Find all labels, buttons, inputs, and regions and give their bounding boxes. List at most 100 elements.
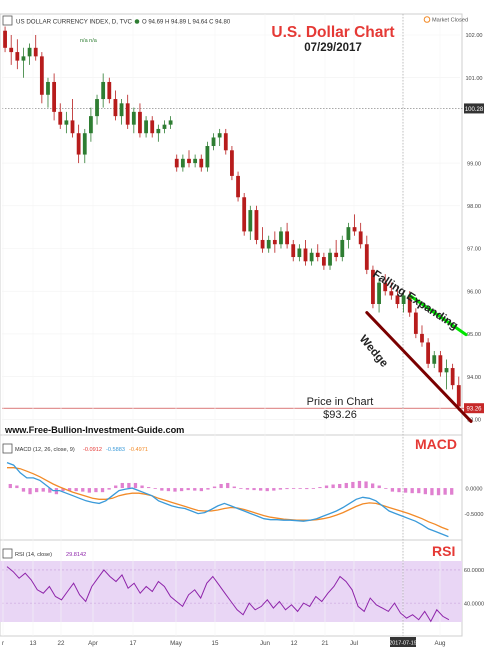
macd-histogram-bar — [212, 486, 217, 489]
candle-body — [174, 158, 179, 168]
macd-histogram-bar — [179, 488, 184, 492]
macd-histogram-bar — [61, 488, 65, 492]
macd-histogram-bar — [147, 487, 151, 489]
market-status: Market Closed — [432, 18, 468, 24]
rsi-tick-label: 60.0000 — [464, 568, 484, 574]
candle-body — [383, 282, 388, 292]
rsi-collapse-icon[interactable] — [2, 548, 13, 559]
candle-body — [272, 239, 277, 245]
candle-body — [352, 227, 357, 232]
candle-body — [76, 133, 81, 155]
candle-body — [119, 103, 124, 117]
candle-body — [438, 355, 443, 373]
falling-wedge-upper-line — [408, 293, 468, 337]
candle-body — [444, 368, 449, 373]
rsi-line — [6, 566, 450, 623]
x-tick-label: Jul — [350, 640, 358, 647]
candle-body — [39, 56, 44, 95]
macd-histogram-bar — [357, 480, 362, 489]
x-tick-label: Jun — [260, 640, 271, 647]
macd-histogram-bar — [127, 482, 131, 489]
candle-body — [58, 111, 63, 125]
candle-body — [279, 231, 283, 245]
x-tick-label: r — [2, 640, 4, 647]
ohlc-values: O 94.69 H 94.89 L 94.64 C 94.80 — [142, 20, 231, 26]
x-tick-label: 17 — [130, 640, 137, 647]
x-tick-label: Aug — [434, 640, 446, 647]
symbol-label: US DOLLAR CURRENCY INDEX, D, TVC — [16, 19, 133, 26]
candle-body — [254, 210, 259, 240]
candle-body — [131, 111, 136, 125]
price-tick-label: 98.00 — [467, 204, 481, 210]
collapse-icon[interactable] — [2, 15, 13, 26]
grid-lines — [2, 14, 464, 636]
macd-histogram-bar — [173, 488, 177, 492]
macd-histogram-bar — [28, 488, 32, 495]
x-tick-label: May — [170, 640, 183, 647]
macd-histogram-bar — [193, 488, 197, 491]
rsi-series — [6, 566, 450, 623]
macd-histogram-bar — [107, 488, 111, 490]
date-marker-label: 2017-07-19 — [389, 641, 417, 647]
macd-histogram-bar — [324, 485, 329, 489]
candle-body — [217, 133, 222, 138]
candle-body — [297, 248, 302, 258]
price-tick-label: 96.00 — [467, 289, 481, 295]
macd-histogram-bar — [344, 482, 348, 489]
macd-histogram-bar — [21, 488, 26, 492]
candle-body — [456, 385, 461, 407]
chart-header: US DOLLAR CURRENCY INDEX, D, TVC O 94.69… — [2, 15, 468, 44]
chart-title: U.S. Dollar Chart — [271, 24, 394, 41]
macd-histogram-bar — [443, 488, 447, 495]
candle-body — [199, 158, 204, 168]
macd-series — [6, 461, 454, 538]
macd-value-3: -0.4971 — [129, 447, 148, 453]
candle-body — [285, 231, 290, 245]
candle-body — [230, 150, 234, 176]
x-tick-label: 13 — [30, 640, 37, 647]
candle-body — [33, 47, 38, 57]
price-tick-label: 95.00 — [467, 332, 481, 338]
candle-body — [266, 239, 271, 249]
current-price-tag — [464, 103, 484, 114]
candle-body — [371, 269, 375, 305]
macd-histogram-bar — [206, 488, 210, 490]
candle-body — [450, 368, 455, 386]
macd-histogram-bar — [87, 488, 91, 493]
candle-body — [187, 158, 191, 164]
macd-collapse-icon[interactable] — [2, 443, 13, 454]
macd-histogram-bar — [153, 488, 157, 489]
candle-body — [334, 252, 339, 258]
macd-histogram-bar — [384, 488, 388, 489]
macd-histogram-bar — [199, 488, 203, 492]
candlestick-series — [3, 26, 461, 411]
candle-body — [407, 295, 412, 313]
macd-histogram-bar — [133, 482, 138, 489]
candle-body — [9, 47, 14, 53]
macd-title: MACD — [415, 436, 457, 452]
macd-histogram-bar — [311, 488, 315, 489]
candle-body — [125, 103, 130, 125]
rsi-band — [0, 561, 462, 622]
x-tick-label: 21 — [322, 640, 329, 647]
price-tick-label: 102.00 — [465, 33, 482, 39]
chart-date: 07/29/2017 — [304, 42, 362, 54]
candle-body — [156, 128, 161, 134]
macd-legend: MACD (12, 26, close, 9) — [15, 447, 75, 453]
candle-body — [180, 158, 185, 168]
macd-histogram-bar — [364, 481, 368, 489]
watermark: www.Free-Bullion-Investment-Guide.com — [4, 425, 184, 435]
macd-histogram-bar — [285, 488, 289, 490]
candle-body — [138, 111, 142, 134]
macd-histogram-bar — [48, 488, 52, 493]
rsi-legend: RSI (14, close) — [15, 552, 52, 558]
candle-body — [340, 239, 345, 258]
x-tick-label: 12 — [291, 640, 298, 647]
macd-histogram-bar — [67, 488, 72, 492]
current-price-label: 100.28 — [465, 107, 484, 113]
macd-histogram-bar — [390, 488, 395, 492]
na-values: n/a n/a — [80, 38, 98, 44]
candle-body — [70, 120, 75, 134]
candle-body — [15, 52, 20, 61]
candle-body — [211, 137, 216, 147]
